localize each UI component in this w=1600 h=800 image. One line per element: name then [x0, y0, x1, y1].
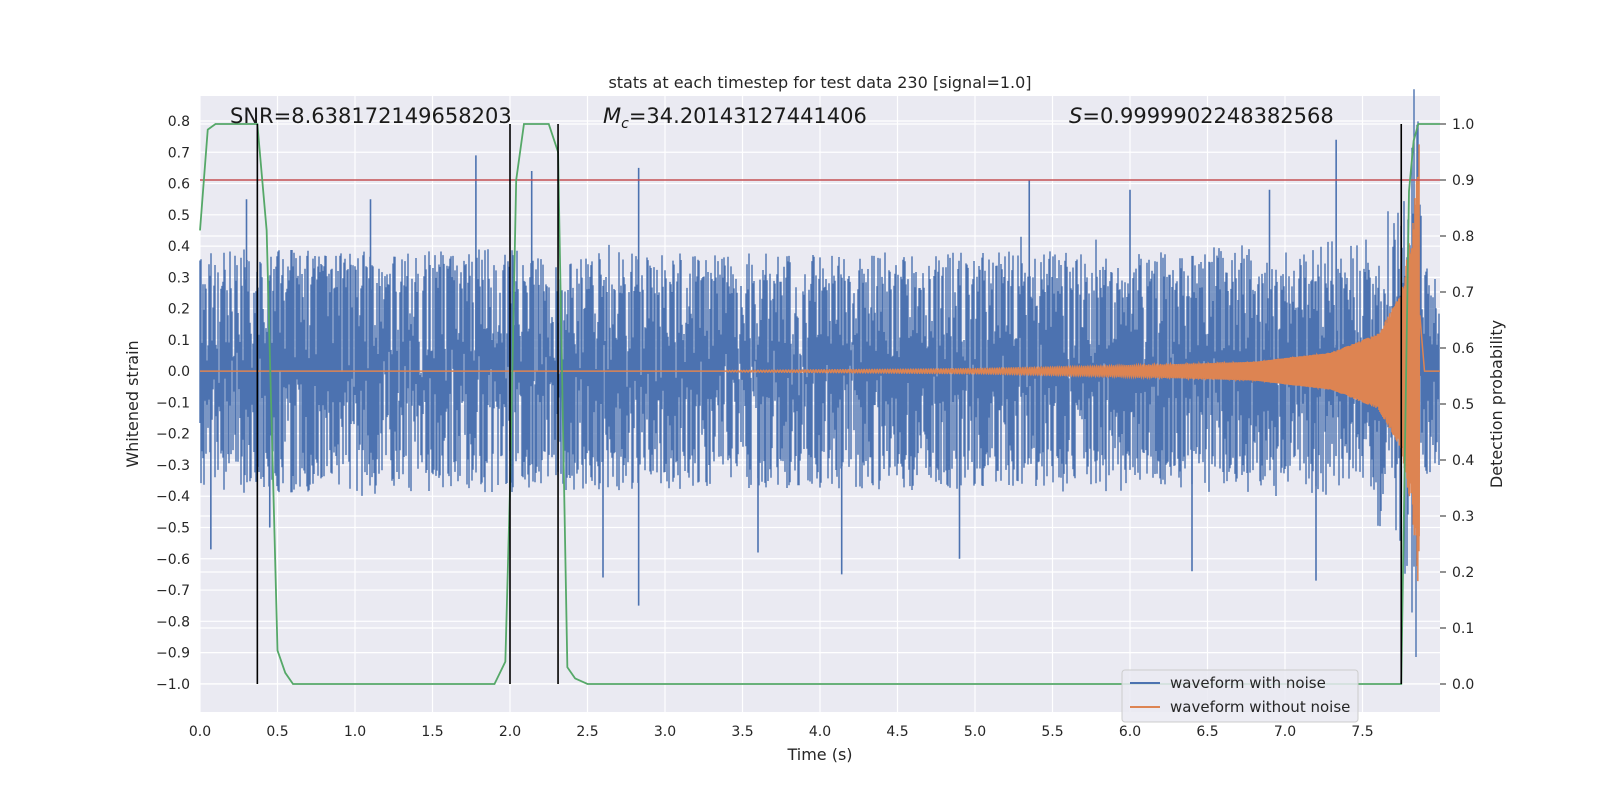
legend-box [1121, 669, 1359, 723]
y-tick-label: 0.8 [168, 114, 190, 130]
x-tick-label: 5.0 [964, 724, 986, 740]
legend-label-clean: waveform without noise [1170, 698, 1350, 716]
noise-series-group [199, 89, 1440, 657]
y2-tick-label: 0.3 [1452, 509, 1474, 525]
y-tick-label: 0.6 [168, 177, 190, 193]
snr-annotation: SNR=8.638172149658203 [230, 104, 512, 128]
x-tick-label: 6.5 [1196, 724, 1218, 740]
y-tick-labels: −1.0 −0.9 −0.8 −0.7 −0.6 −0.5 −0.4 −0.3 −0.2 −0.1… [156, 114, 190, 693]
x-tick-label: 3.0 [654, 724, 676, 740]
x-tick-label: 6.0 [1119, 724, 1141, 740]
y-tick-label: −0.8 [156, 614, 190, 630]
x-tick-label: 7.0 [1274, 724, 1296, 740]
x-tick-label: 3.5 [731, 724, 753, 740]
y2-axis-label: Detection probability [1487, 320, 1506, 488]
x-tick-label: 2.5 [576, 724, 598, 740]
y-tick-label: −0.3 [156, 458, 190, 474]
y-tick-label: 0.0 [168, 364, 190, 380]
x-axis-label: Time (s) [786, 745, 852, 764]
y-tick-label: 0.4 [168, 239, 190, 255]
chart-title: stats at each timestep for test data 230… [608, 73, 1031, 92]
y2-tick-label: 0.7 [1452, 285, 1474, 301]
y-tick-label: 0.7 [168, 145, 190, 161]
y2-tick-labels: 0.0 0.1 0.2 0.3 0.4 0.5 0.6 0.7 0.8 0.9 1.0 [1440, 117, 1474, 693]
x-tick-label: 5.5 [1041, 724, 1063, 740]
x-tick-label: 1.0 [344, 724, 366, 740]
y2-tick-label: 0.9 [1452, 173, 1474, 189]
y2-tick-label: 1.0 [1452, 117, 1474, 133]
y2-tick-label: 0.4 [1452, 453, 1474, 469]
y2-tick-label: 0.6 [1452, 341, 1474, 357]
chirp-mass-annotation: Mc=34.20143127441406 [603, 104, 867, 132]
clean-series-group [200, 144, 1440, 582]
y-tick-label: −0.4 [156, 489, 190, 505]
y2-tick-label: 0.0 [1452, 677, 1474, 693]
y-axis-label: Whitened strain [123, 340, 142, 467]
y-tick-label: −0.2 [156, 427, 190, 443]
y-tick-label: 0.2 [168, 302, 190, 318]
x-tick-label: 7.5 [1351, 724, 1373, 740]
legend: waveform with noise waveform without noi… [1121, 669, 1359, 723]
x-tick-label: 2.0 [499, 724, 521, 740]
y2-tick-label: 0.8 [1452, 229, 1474, 245]
y-tick-label: −0.9 [156, 646, 190, 662]
x-tick-label: 1.5 [421, 724, 443, 740]
x-tick-label: 4.0 [809, 724, 831, 740]
y-tick-label: −0.1 [156, 395, 190, 411]
score-annotation: S=0.9999902248382568 [1069, 104, 1334, 128]
y-tick-label: −0.5 [156, 521, 190, 537]
y-tick-label: −0.6 [156, 552, 190, 568]
y2-tick-label: 0.5 [1452, 397, 1474, 413]
y-tick-label: 0.3 [168, 270, 190, 286]
x-tick-label: 4.5 [886, 724, 908, 740]
legend-label-noise: waveform with noise [1170, 674, 1326, 692]
y2-tick-label: 0.2 [1452, 565, 1474, 581]
y-tick-label: 0.5 [168, 208, 190, 224]
x-tick-label: 0.0 [189, 724, 211, 740]
y-tick-label: 0.1 [168, 333, 190, 349]
clean-waveform-line [200, 144, 1440, 582]
y-tick-label: −0.7 [156, 583, 190, 599]
y-tick-label: −1.0 [156, 677, 190, 693]
x-tick-label: 0.5 [266, 724, 288, 740]
y2-tick-label: 0.1 [1452, 621, 1474, 637]
x-tick-labels: 0.0 0.5 1.0 1.5 2.0 2.5 3.0 3.5 4.0 4.5 5.0 5.5 6.0 6… [189, 724, 1374, 740]
